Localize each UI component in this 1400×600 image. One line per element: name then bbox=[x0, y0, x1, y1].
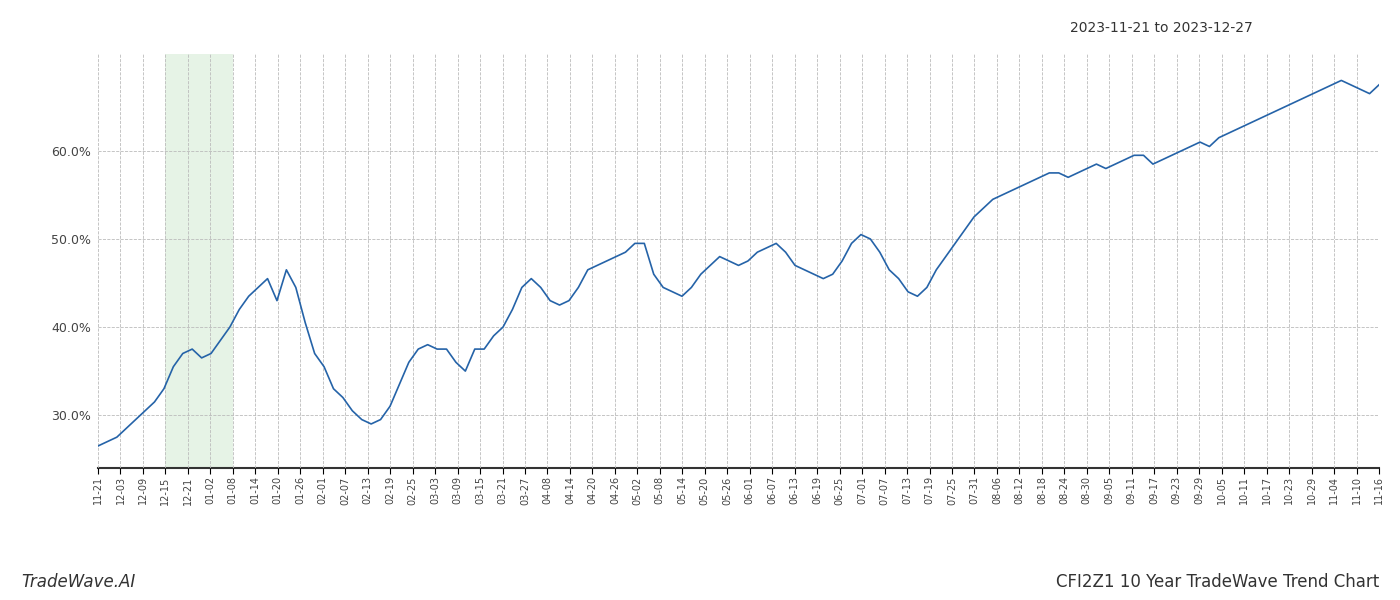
Text: CFI2Z1 10 Year TradeWave Trend Chart: CFI2Z1 10 Year TradeWave Trend Chart bbox=[1056, 573, 1379, 591]
Bar bbox=[165, 54, 232, 468]
Text: TradeWave.AI: TradeWave.AI bbox=[21, 573, 136, 591]
Text: 2023-11-21 to 2023-12-27: 2023-11-21 to 2023-12-27 bbox=[1070, 21, 1253, 35]
